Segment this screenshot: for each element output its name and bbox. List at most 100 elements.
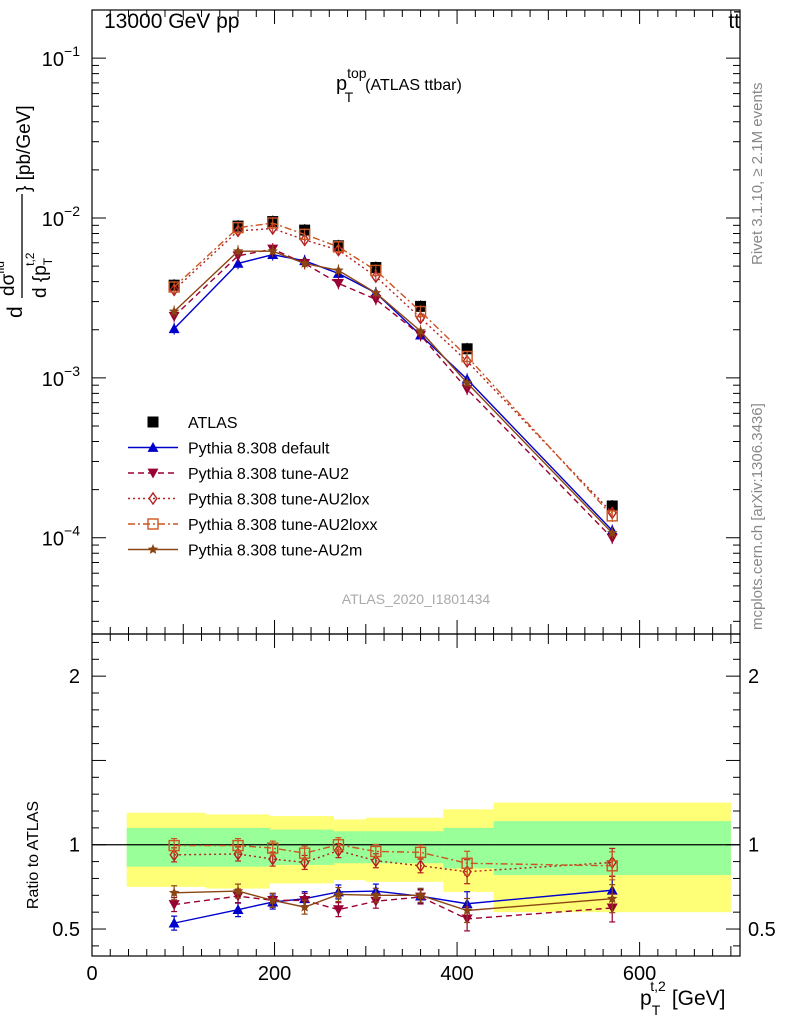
data-point (233, 224, 243, 238)
ratio-point (333, 843, 344, 858)
data-point (267, 245, 278, 256)
main-y-axis-label: d dσfid d {pTt,2 } [pb/GeV] (0, 105, 55, 318)
legend-marker (147, 544, 159, 554)
series-5 (168, 217, 618, 522)
main-y-tick-label: 10−1 (42, 43, 80, 71)
main-plot-area (168, 215, 618, 545)
ratio-point (168, 900, 180, 911)
data-point (333, 264, 344, 275)
ratio-y-tick-label-right: 0.5 (748, 919, 776, 941)
header-process: 13000 GeV pp (104, 10, 239, 33)
legend: ATLAS Pythia 8.308 default Pythia 8.308 tu… (128, 415, 377, 560)
data-point (299, 233, 310, 247)
main-y-tick-label: 10−2 (42, 203, 80, 231)
data-point (332, 241, 345, 253)
data-point (606, 510, 618, 522)
ratio-y-tick-label-right: 2 (748, 666, 759, 688)
data-point (461, 350, 473, 363)
legend-entry: Pythia 8.308 tune-AU2loxx (128, 517, 377, 534)
ratio-point (168, 887, 180, 898)
svg-text:dσfid: dσfid (0, 261, 19, 296)
series-6 (168, 245, 618, 540)
mcplots-label: mcplots.cern.ch [arXiv:1306.3436] (749, 403, 766, 630)
series-line (173, 222, 613, 517)
data-point (232, 245, 244, 256)
data-point (461, 377, 473, 388)
data-point (370, 287, 382, 298)
legend-entry: Pythia 8.308 tune-AU2lox (128, 492, 369, 509)
ratio-point (168, 917, 180, 928)
data-point (232, 257, 244, 268)
legend-label: ATLAS (188, 415, 238, 432)
legend-label: Pythia 8.308 tune-AU2loxx (188, 517, 377, 534)
ratio-point (267, 842, 279, 854)
ratio-point (415, 859, 426, 873)
x-tick-label: 400 (440, 963, 473, 985)
series-line (173, 253, 613, 531)
ratio-point (332, 839, 345, 851)
main-frame (91, 9, 741, 635)
data-point (298, 228, 311, 241)
legend-label: Pythia 8.308 tune-AU2m (188, 543, 362, 560)
ratio-y-axis-label: Ratio to ATLAS (25, 801, 42, 909)
ratio-point (232, 904, 244, 915)
data-point (268, 221, 278, 236)
data-point (168, 306, 180, 316)
legend-marker (147, 468, 159, 479)
ratio-point (268, 852, 278, 866)
data-point (267, 217, 279, 229)
main-title: ptop T(ATLAS ttbar) (336, 65, 462, 105)
header-final-state: tt̄ (728, 10, 740, 33)
data-point (168, 323, 180, 334)
ratio-point (232, 885, 244, 896)
ratio-series-4 (168, 837, 618, 881)
data-point (607, 527, 618, 538)
ratio-point (461, 905, 473, 915)
axes: 10−1 10−2 10−3 10−4 0 200 400 600 0.5 0.5 1 1 2 2 (42, 9, 776, 985)
x-axis-label: pTt,2[GeV] (640, 978, 726, 1018)
legend-label: Pythia 8.308 tune-AU2 (188, 466, 349, 483)
data-point (461, 343, 473, 355)
data-point (370, 264, 382, 277)
rivet-label: Rivet 3.1.10, ≥ 2.1M events (749, 83, 766, 266)
ratio-series-5 (168, 883, 618, 924)
legend-label: Pythia 8.308 tune-AU2lox (188, 492, 369, 509)
ratio-inner-band (443, 827, 494, 869)
ratio-inner-band (126, 827, 207, 867)
x-tick-label: 0 (86, 963, 97, 985)
ratio-point (414, 846, 427, 859)
data-point (168, 281, 180, 293)
main-y-tick-label: 10−3 (42, 363, 80, 391)
legend-marker (147, 416, 159, 428)
ratio-y-tick-label-right: 1 (748, 835, 759, 857)
ratio-point (415, 889, 426, 900)
legend-marker (147, 442, 159, 452)
ratio-y-tick-label: 2 (69, 666, 80, 688)
ratio-y-tick-label: 0.5 (52, 919, 80, 941)
data-point (370, 294, 382, 305)
ratio-point (370, 889, 382, 900)
ratio-point (332, 905, 344, 916)
data-point (415, 325, 426, 336)
ratio-inner-band (269, 829, 334, 865)
svg-text:d {pTt,2: d {pTt,2 (23, 252, 55, 298)
ratio-point (333, 889, 344, 899)
data-point (606, 500, 618, 512)
legend-marker (147, 518, 159, 530)
ratio-point (298, 847, 311, 859)
series-line (173, 248, 613, 539)
svg-text:} [pb/GeV]: } [pb/GeV] (14, 105, 35, 192)
ratio-line (174, 895, 613, 920)
x-tick-label: 600 (623, 963, 656, 985)
ratio-point (461, 857, 473, 869)
main-y-tick-label: 10−4 (42, 523, 80, 551)
ratio-point (168, 839, 180, 852)
ratio-plot-area (168, 837, 618, 932)
data-point (414, 305, 427, 318)
data-point (299, 257, 310, 268)
data-point (332, 278, 344, 289)
legend-label: Pythia 8.308 default (188, 441, 330, 458)
ratio-point (370, 845, 382, 858)
data-point (169, 283, 179, 297)
